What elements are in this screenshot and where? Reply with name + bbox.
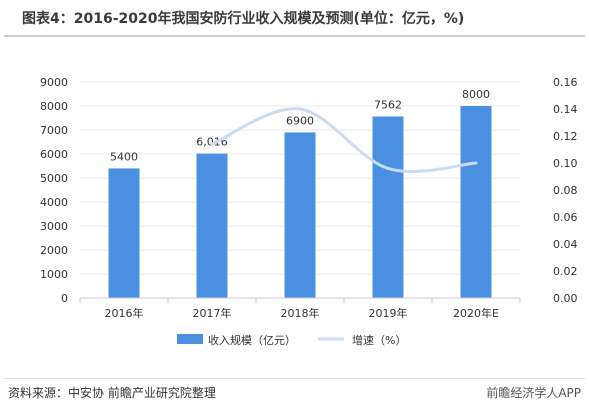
y2-tick-label: 0.10	[553, 157, 578, 170]
y-tick-label: 3000	[40, 220, 68, 233]
legend-label-bar: 收入规模（亿元）	[208, 333, 296, 347]
bar	[372, 116, 404, 299]
y-tick-label: 4000	[40, 196, 68, 209]
bar	[460, 106, 492, 298]
bar-value-label: 5400	[110, 150, 138, 163]
bar-value-label: 7562	[374, 99, 402, 112]
y2-tick-label: 0.12	[553, 130, 578, 143]
source-note: 资料来源：中安协 前瞻产业研究院整理	[8, 386, 216, 400]
y-tick-label: 7000	[40, 124, 68, 137]
chart-title: 图表4：2016-2020年我国安防行业收入规模及预测(单位：亿元，%)	[22, 11, 465, 27]
bar-value-label: 8000	[462, 88, 490, 101]
y-tick-label: 5000	[40, 172, 68, 185]
y2-tick-label: 0.02	[553, 265, 578, 278]
legend-label-line: 增速（%）	[352, 333, 406, 347]
chart: 0 1000 2000 3000 4000 5000 6000 7000 8000 9000 0.0…	[40, 76, 578, 347]
y-tick-label: 8000	[40, 100, 68, 113]
bar	[196, 153, 228, 298]
footer-divider	[4, 378, 585, 379]
y2-tick-label: 0.16	[553, 76, 578, 89]
y2-tick-label: 0.14	[553, 103, 578, 116]
y2-tick-label: 0.00	[553, 292, 578, 305]
bar	[284, 132, 316, 298]
brand-label: 前瞻经济学人APP	[486, 386, 581, 400]
bar-value-label: 6900	[286, 114, 314, 127]
y-tick-label: 1000	[40, 268, 68, 281]
growth-line	[210, 107, 478, 173]
legend-swatch-bar	[177, 334, 203, 344]
category-label: 2019年	[369, 306, 408, 320]
y-tick-label: 0	[61, 292, 68, 305]
y2-tick-label: 0.08	[553, 184, 578, 197]
y2-tick-label: 0.04	[553, 238, 578, 251]
category-label: 2017年	[193, 306, 232, 320]
category-label: 2020年E	[453, 306, 499, 320]
y2-tick-label: 0.06	[553, 211, 578, 224]
title-divider	[4, 35, 585, 37]
category-label: 2016年	[105, 306, 144, 320]
y-tick-label: 6000	[40, 148, 68, 161]
y-tick-label: 2000	[40, 244, 68, 257]
bar	[108, 168, 140, 298]
category-label: 2018年	[281, 306, 320, 320]
y-tick-label: 9000	[40, 76, 68, 89]
